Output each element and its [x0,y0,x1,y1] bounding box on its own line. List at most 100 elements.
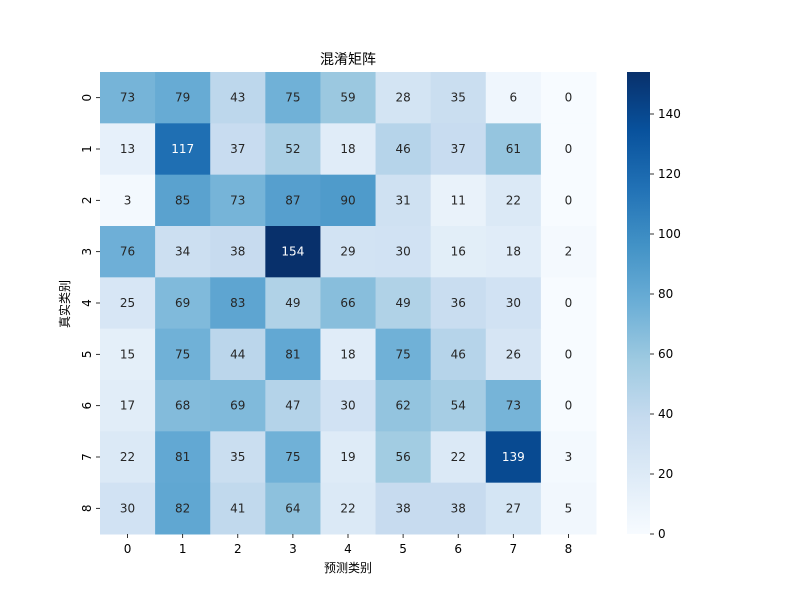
cell-value-label: 11 [451,193,466,207]
cell-value-label: 139 [502,450,525,464]
cell-value-label: 2 [565,245,573,259]
colorbar-tick-label: 60 [658,347,673,361]
x-tick-label: 5 [399,542,407,556]
colorbar-tick-label: 80 [658,287,673,301]
cell-value-label: 38 [395,501,410,515]
cell-value-label: 0 [565,399,573,413]
cell-value-label: 29 [340,245,355,259]
cell-value-label: 31 [395,193,410,207]
cell-value-label: 49 [285,296,300,310]
colorbar-ticks: 0 20 40 60 80 100 120 140 [650,107,681,541]
cell-value-label: 30 [395,245,410,259]
cell-value-label: 49 [395,296,410,310]
cell-value-label: 3 [565,450,573,464]
x-tick-label: 1 [179,542,187,556]
cell-value-label: 154 [281,245,304,259]
cell-value-label: 43 [230,91,245,105]
cell-value-label: 54 [451,399,466,413]
y-axis-ticks: 0 1 2 3 4 5 6 7 8 [80,94,100,512]
cell-value-label: 81 [175,450,190,464]
cell-value-label: 6 [510,91,518,105]
cell-value-label: 75 [395,347,410,361]
cell-value-label: 38 [451,501,466,515]
colorbar-tick-label: 140 [658,107,681,121]
x-axis-ticks: 012345678 [124,534,573,556]
cell-value-label: 73 [506,399,521,413]
cell-value-label: 75 [285,450,300,464]
y-tick-label: 5 [80,351,94,359]
cell-value-label: 25 [120,296,135,310]
cell-value-label: 52 [285,142,300,156]
cell-value-label: 5 [565,501,573,515]
cell-value-label: 34 [175,245,190,259]
cell-value-label: 0 [565,91,573,105]
cell-value-label: 37 [230,142,245,156]
colorbar-tick-label: 100 [658,227,681,241]
y-tick-label: 6 [80,402,94,410]
cell-value-label: 17 [120,399,135,413]
cell-value-label: 27 [506,501,521,515]
cell-value-label: 59 [340,91,355,105]
cell-value-label: 46 [395,142,410,156]
cell-value-label: 68 [175,399,190,413]
cell-value-label: 47 [285,399,300,413]
cell-value-label: 22 [451,450,466,464]
cell-value-label: 46 [451,347,466,361]
cell-value-label: 18 [340,142,355,156]
cell-value-label: 41 [230,501,245,515]
y-tick-label: 2 [80,197,94,205]
cell-value-label: 36 [451,296,466,310]
cell-value-label: 15 [120,347,135,361]
cell-value-label: 87 [285,193,300,207]
cell-value-label: 0 [565,193,573,207]
y-tick-label: 7 [80,453,94,461]
cell-value-label: 18 [506,245,521,259]
cell-value-label: 0 [565,347,573,361]
cell-value-label: 79 [175,91,190,105]
cell-value-label: 90 [340,193,355,207]
cell-value-label: 26 [506,347,521,361]
cell-value-label: 64 [285,501,300,515]
cell-value-label: 38 [230,245,245,259]
colorbar-tick-label: 0 [658,527,666,541]
y-tick-label: 4 [80,299,94,307]
x-tick-label: 2 [234,542,242,556]
cell-value-label: 56 [395,450,410,464]
chart-title: 混淆矩阵 [320,52,376,68]
cell-value-label: 16 [451,245,466,259]
y-tick-label: 8 [80,505,94,513]
x-tick-label: 7 [510,542,518,556]
colorbar-tick-label: 40 [658,407,673,421]
cell-value-label: 85 [175,193,190,207]
y-axis-title: 真实类别 [57,280,72,328]
x-axis-title: 预测类别 [324,561,372,575]
cell-value-label: 69 [230,399,245,413]
cell-value-label: 75 [175,347,190,361]
colorbar-tick-label: 120 [658,167,681,181]
cell-value-label: 22 [506,193,521,207]
cell-value-label: 13 [120,142,135,156]
cell-value-label: 35 [230,450,245,464]
cell-value-label: 35 [451,91,466,105]
x-tick-label: 8 [565,542,573,556]
cell-value-label: 0 [565,142,573,156]
colorbar-gradient [627,72,650,534]
cell-value-label: 76 [120,245,135,259]
cell-value-label: 82 [175,501,190,515]
cell-value-label: 3 [124,193,132,207]
cell-value-label: 83 [230,296,245,310]
cell-value-label: 30 [120,501,135,515]
x-tick-label: 3 [289,542,297,556]
y-tick-label: 1 [80,145,94,153]
cell-value-label: 75 [285,91,300,105]
cell-value-label: 73 [230,193,245,207]
y-tick-label: 3 [80,248,94,256]
cell-value-label: 30 [340,399,355,413]
cell-value-label: 66 [340,296,355,310]
cell-value-label: 37 [451,142,466,156]
cell-value-label: 30 [506,296,521,310]
cell-value-label: 0 [565,296,573,310]
cell-value-label: 117 [171,142,194,156]
cell-value-label: 22 [120,450,135,464]
y-tick-label: 0 [80,94,94,102]
